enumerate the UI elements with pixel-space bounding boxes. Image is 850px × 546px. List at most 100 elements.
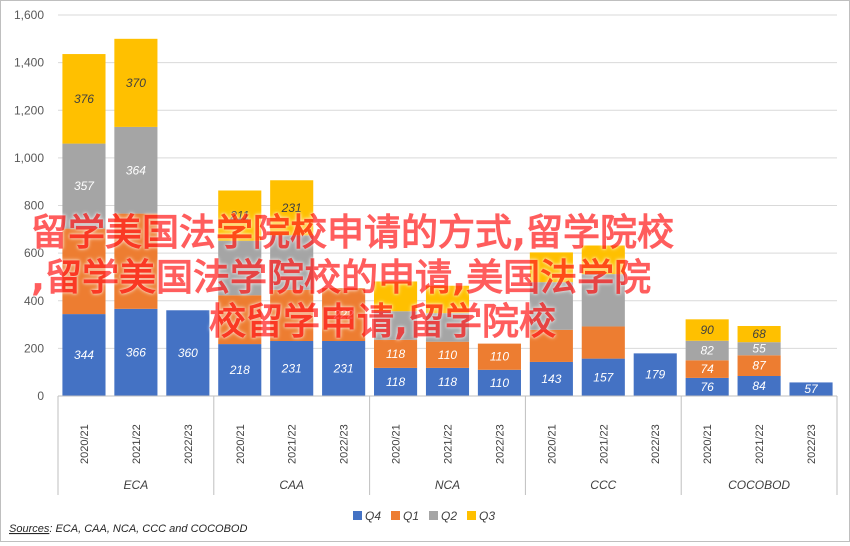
data-label: 74 [700,362,714,376]
bar-segment-q3 [62,54,106,144]
data-label: 211 [229,209,249,223]
source-note: Sources: ECA, CAA, NCA, CCC and COCOBOD [9,523,247,535]
data-label: 118 [438,375,457,389]
bar-segment-q4 [62,314,106,396]
bar-segment-q3 [737,325,781,343]
x-tick-label: 2022/23 [494,424,506,464]
bar-segment-q1 [322,288,366,341]
data-label: 357 [74,179,95,193]
legend-label-q4: Q4 [365,509,381,523]
bar-segment-q4 [685,377,729,396]
data-label: 218 [229,363,250,377]
legend-swatch-q4 [353,511,362,520]
bar-segment-q4 [581,358,625,396]
legend-swatch-q1 [391,511,400,520]
x-tick-label: 2022/23 [339,424,351,464]
bar-segment-q3 [529,252,573,283]
bar-segment-q2 [374,311,418,340]
bar-segment-q3 [581,245,625,275]
bar-segment-q4 [425,367,470,396]
x-tick-label: 2020/21 [79,424,91,464]
y-tick-label: 0 [37,389,44,403]
data-label: 90 [700,323,714,337]
data-label: 84 [752,379,766,393]
bar-segment-q4 [789,382,833,396]
bar-segment-q3 [114,38,158,127]
x-tick-label: 2021/22 [287,424,299,464]
bar-segment-q1 [218,295,262,345]
bar-segment-q1 [62,228,106,315]
data-label: 344 [74,348,94,362]
bar-segment-q1 [374,339,418,368]
bar-segment-q1 [270,289,314,341]
bar-segment-q4 [270,340,314,396]
data-label: 364 [126,163,146,177]
bar-segment-q4 [477,369,521,396]
y-tick-label: 600 [24,246,44,260]
legend-label-q3: Q3 [479,509,495,523]
bar-segment-q1 [477,343,521,370]
bar-segment-q3 [425,285,470,314]
bar-segment-q4 [322,340,366,396]
data-label: 143 [541,372,561,386]
group-label: CAA [279,478,304,492]
bar-segment-q1 [737,355,781,376]
data-label: 222 [333,308,354,322]
x-tick-label: 2021/22 [131,424,143,464]
data-label: 110 [490,376,509,390]
legend-label-q2: Q2 [441,509,457,523]
bar-segment-q2 [218,240,262,296]
y-tick-label: 200 [24,341,44,355]
bar-segment-q1 [685,360,729,378]
data-label: 68 [752,327,766,341]
data-label: 76 [700,380,714,394]
data-label: 231 [281,201,302,215]
data-label: 110 [438,348,457,362]
data-label: 87 [752,359,767,373]
legend-swatch-q3 [467,511,476,520]
y-tick-label: 400 [24,294,44,308]
data-label: 366 [126,345,146,359]
data-label: 157 [593,370,614,384]
data-label: 55 [752,342,766,356]
y-tick-label: 1,200 [14,103,44,117]
bar-segment-q2 [270,235,314,290]
bar-segment-q2 [62,143,106,229]
bar-segment-q3 [685,319,729,341]
source-text: : ECA, CAA, NCA, CCC and COCOBOD [49,523,247,535]
bar-segment-q3 [270,180,314,236]
data-label: 82 [700,344,714,358]
x-tick-label: 2022/23 [806,424,818,464]
y-tick-label: 800 [24,199,44,213]
data-label: 118 [386,375,405,389]
bar-segment-q2 [114,126,158,214]
bar-segment-q1 [425,341,470,368]
bar-segment-q4 [374,367,418,396]
x-tick-label: 2022/23 [650,424,662,464]
bar-segment-q3 [374,281,418,312]
bar-segment-q4 [529,361,573,396]
group-label: COCOBOD [728,478,790,492]
bar-segment-q4 [218,344,262,396]
data-label: 231 [281,361,302,375]
data-label: 376 [74,92,94,106]
y-tick-label: 1,000 [14,151,44,165]
bar-segment-q2 [581,274,625,327]
y-tick-label: 1,400 [14,56,44,70]
bar-segment-q1 [114,213,158,309]
bar-segment-q2 [425,313,470,342]
data-label: 360 [178,346,198,360]
x-tick-label: 2021/22 [754,424,766,464]
x-tick-label: 2022/23 [183,424,195,464]
bar-segment-q3 [218,190,262,241]
data-label: 231 [333,361,354,375]
bar-segment-q4 [166,310,210,396]
data-label: 110 [490,350,509,364]
bar-segment-q4 [114,308,158,396]
bar-segment-q2 [685,340,729,361]
group-label: NCA [435,478,460,492]
data-label: 370 [126,76,146,90]
x-tick-label: 2021/22 [443,424,455,464]
